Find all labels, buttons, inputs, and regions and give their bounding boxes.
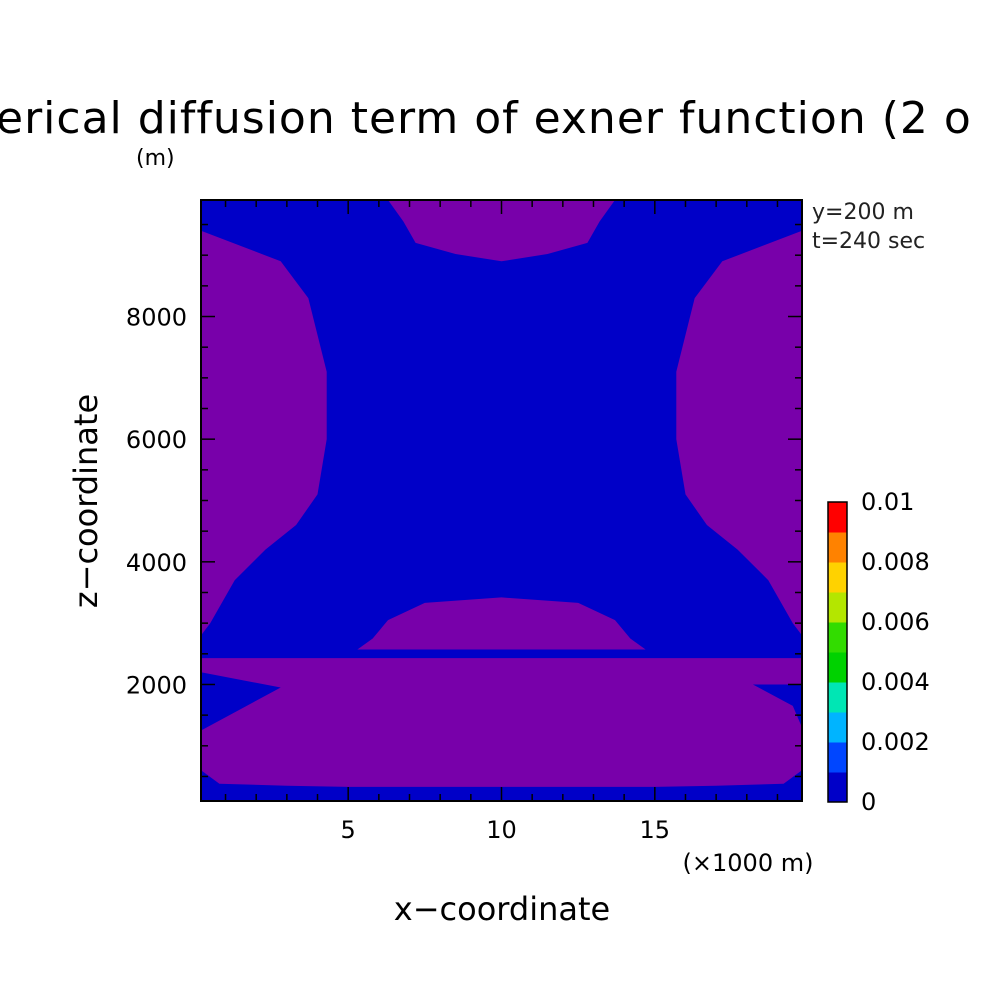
y-tick-label: 8000 [126,304,187,332]
plot-area: 5 10 15 2000 4000 6000 8000 [126,199,803,844]
contour-region-right [676,230,802,636]
colorbar-swatch [828,742,847,773]
x-multiplier-label: (×1000 m) [683,849,814,877]
x-tick-label: 10 [486,816,517,844]
x-tick-label: 15 [640,816,671,844]
x-tick-label: 5 [341,816,356,844]
colorbar: 0 0.002 0.004 0.006 0.008 0.01 [827,488,930,816]
colorbar-swatch [828,652,847,683]
contour-region-mid-dome [357,597,646,650]
y-axis: 2000 4000 6000 8000 [126,304,187,700]
y-tick-label: 6000 [126,426,187,454]
colorbar-tick-label: 0.01 [861,488,914,516]
x-axis: 5 10 15 [341,816,671,844]
colorbar-swatch [828,592,847,623]
colorbar-tick-label: 0.004 [861,668,930,696]
colorbar-swatch [828,562,847,593]
colorbar-tick-label: 0 [861,788,876,816]
colorbar-swatch [828,772,847,803]
x-axis-label: x−coordinate [394,890,610,928]
contour-region-left [201,230,327,636]
colorbar-tick-label: 0.006 [861,608,930,636]
contour-region-top-center [388,200,615,262]
units-label: (m) [136,146,175,171]
colorbar-frame [827,501,848,803]
chart-title: erical diffusion term of exner function … [0,93,972,144]
contour-region-bottom-band [201,658,802,787]
colorbar-swatch [828,682,847,713]
annotation-t: t=240 sec [812,229,925,254]
annotation-y: y=200 m [812,200,914,225]
y-axis-label: z−coordinate [67,394,105,608]
colorbar-swatch [828,502,847,533]
y-tick-label: 4000 [126,549,187,577]
colorbar-tick-label: 0.008 [861,548,930,576]
colorbar-swatch [828,532,847,563]
minor-ticks [201,200,802,801]
y-tick-label: 2000 [126,671,187,699]
contour-regions [201,200,802,787]
colorbar-tick-label: 0.002 [861,728,930,756]
colorbar-swatch [828,622,847,653]
colorbar-swatch [828,712,847,743]
